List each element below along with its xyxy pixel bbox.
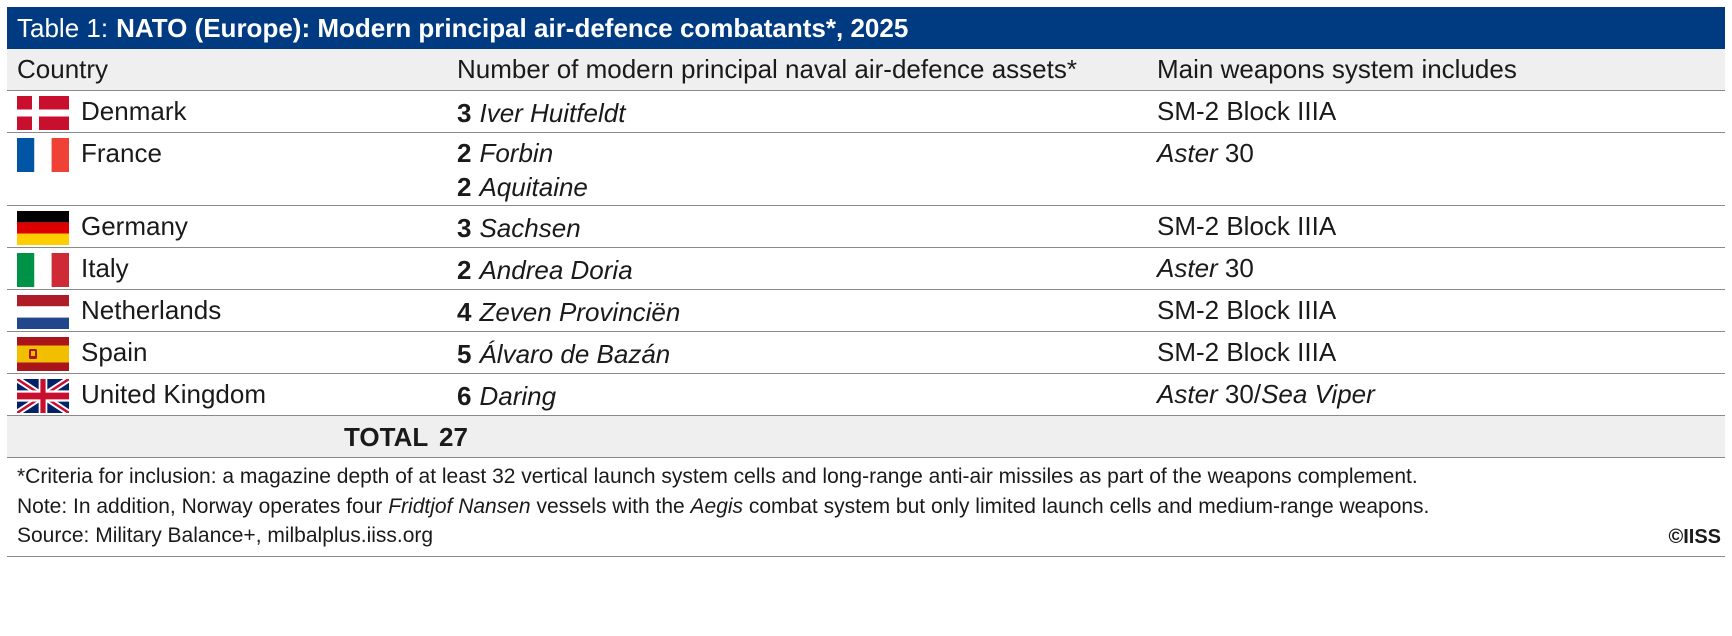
table-row: France 2 Forbin 2 Aquitaine Aster 30 — [7, 133, 1725, 206]
weapons-cell: SM-2 Block IIIA — [1157, 337, 1337, 367]
asset-class-name: Daring — [479, 381, 557, 411]
country-name: Denmark — [81, 96, 187, 126]
total-value: 27 — [439, 422, 468, 452]
table-row: Germany 3 Sachsen SM-2 Block IIIA — [7, 206, 1725, 248]
asset-class-name: Zeven Provinciën — [479, 297, 681, 327]
norway-note-mid: vessels with the — [530, 495, 691, 518]
norway-note: Note: In addition, Norway operates four … — [17, 495, 1429, 519]
norway-note-system: Aegis — [690, 495, 744, 518]
weapon-system-name: Sea Viper — [1261, 379, 1375, 409]
header-country: Country — [17, 54, 109, 84]
asset-count: 4 — [457, 297, 472, 327]
iiss-credit: ©IISS — [1668, 526, 1721, 548]
asset-class-name: Iver Huitfeldt — [479, 98, 626, 128]
table-row: Italy 2 Andrea Doria Aster 30 — [7, 248, 1725, 290]
spain-flag-icon — [17, 337, 69, 371]
assets-cell: 5 Álvaro de Bazán — [457, 337, 670, 371]
assets-cell: 2 Forbin 2 Aquitaine — [457, 136, 588, 204]
norway-note-prefix: Note: In addition, Norway operates four — [17, 495, 389, 518]
table-header-row: Country Number of modern principal naval… — [7, 49, 1725, 91]
weapons-cell: SM-2 Block IIIA — [1157, 295, 1337, 325]
asset-class-name: Aquitaine — [479, 172, 588, 202]
country-name: France — [81, 138, 162, 168]
assets-cell: 2 Andrea Doria — [457, 253, 633, 287]
weapon-name: Aster — [1157, 253, 1218, 283]
united-kingdom-flag-icon — [17, 379, 69, 413]
asset-count: 2 — [457, 172, 472, 202]
table-title-prefix: Table 1: — [17, 12, 109, 43]
table-row: Spain 5 Álvaro de Bazán SM-2 Block IIIA — [7, 332, 1725, 374]
asset-count: 3 — [457, 98, 472, 128]
source-note: Source: Military Balance+, milbalplus.ii… — [17, 524, 434, 547]
asset-class-name: Sachsen — [479, 213, 581, 243]
norway-note-ship: Fridtjof Nansen — [388, 495, 531, 518]
table-row: Denmark 3 Iver Huitfeldt SM-2 Block IIIA — [7, 91, 1725, 133]
weapon-name: Aster — [1157, 379, 1218, 409]
asset-count: 2 — [457, 138, 472, 168]
weapon-separator: / — [1253, 379, 1262, 409]
weapons-cell: Aster 30 — [1157, 253, 1254, 284]
country-name: Spain — [81, 337, 148, 367]
weapon-name: Aster — [1157, 138, 1218, 168]
table-title: Table 1: NATO (Europe): Modern principal… — [7, 7, 1725, 49]
weapons-cell: Aster 30 — [1157, 138, 1254, 169]
header-weapons: Main weapons system includes — [1157, 54, 1517, 84]
country-name: Italy — [81, 253, 129, 283]
table-row: Netherlands 4 Zeven Provinciën SM-2 Block… — [7, 290, 1725, 332]
assets-cell: 6 Daring — [457, 379, 556, 413]
assets-cell: 3 Iver Huitfeldt — [457, 96, 625, 130]
table-title-main: NATO (Europe): Modern principal air-defe… — [116, 12, 909, 43]
total-row: TOTAL 27 — [7, 416, 1725, 457]
asset-count: 3 — [457, 213, 472, 243]
asset-class-name: Forbin — [479, 138, 554, 168]
assets-cell: 3 Sachsen — [457, 211, 581, 245]
weapons-cell: Aster 30/Sea Viper — [1157, 379, 1375, 410]
country-name: Netherlands — [81, 295, 222, 325]
weapon-variant: 30 — [1217, 138, 1254, 168]
weapons-cell: SM-2 Block IIIA — [1157, 211, 1337, 241]
germany-flag-icon — [17, 211, 69, 245]
total-label: TOTAL — [344, 422, 429, 452]
asset-class-name: Álvaro de Bazán — [479, 339, 671, 369]
country-name: United Kingdom — [81, 379, 266, 409]
norway-note-suffix: combat system but only limited launch ce… — [743, 495, 1430, 518]
table-row: United Kingdom 6 Daring Aster 30/Sea Vipe… — [7, 374, 1725, 416]
table-figure: Table 1: NATO (Europe): Modern principal… — [7, 7, 1725, 557]
asset-count: 2 — [457, 255, 472, 285]
criteria-note: *Criteria for inclusion: a magazine dept… — [17, 465, 1418, 488]
table-notes: *Criteria for inclusion: a magazine dept… — [7, 457, 1725, 557]
weapon-variant: 30 — [1217, 379, 1254, 409]
weapons-cell: SM-2 Block IIIA — [1157, 96, 1337, 126]
assets-cell: 4 Zeven Provinciën — [457, 295, 680, 329]
netherlands-flag-icon — [17, 295, 69, 329]
country-name: Germany — [81, 211, 188, 241]
italy-flag-icon — [17, 253, 69, 287]
france-flag-icon — [17, 138, 69, 172]
denmark-flag-icon — [17, 96, 69, 130]
asset-count: 6 — [457, 381, 472, 411]
weapon-variant: 30 — [1217, 253, 1254, 283]
asset-count: 5 — [457, 339, 472, 369]
header-assets: Number of modern principal naval air-def… — [457, 54, 1077, 84]
asset-class-name: Andrea Doria — [479, 255, 633, 285]
